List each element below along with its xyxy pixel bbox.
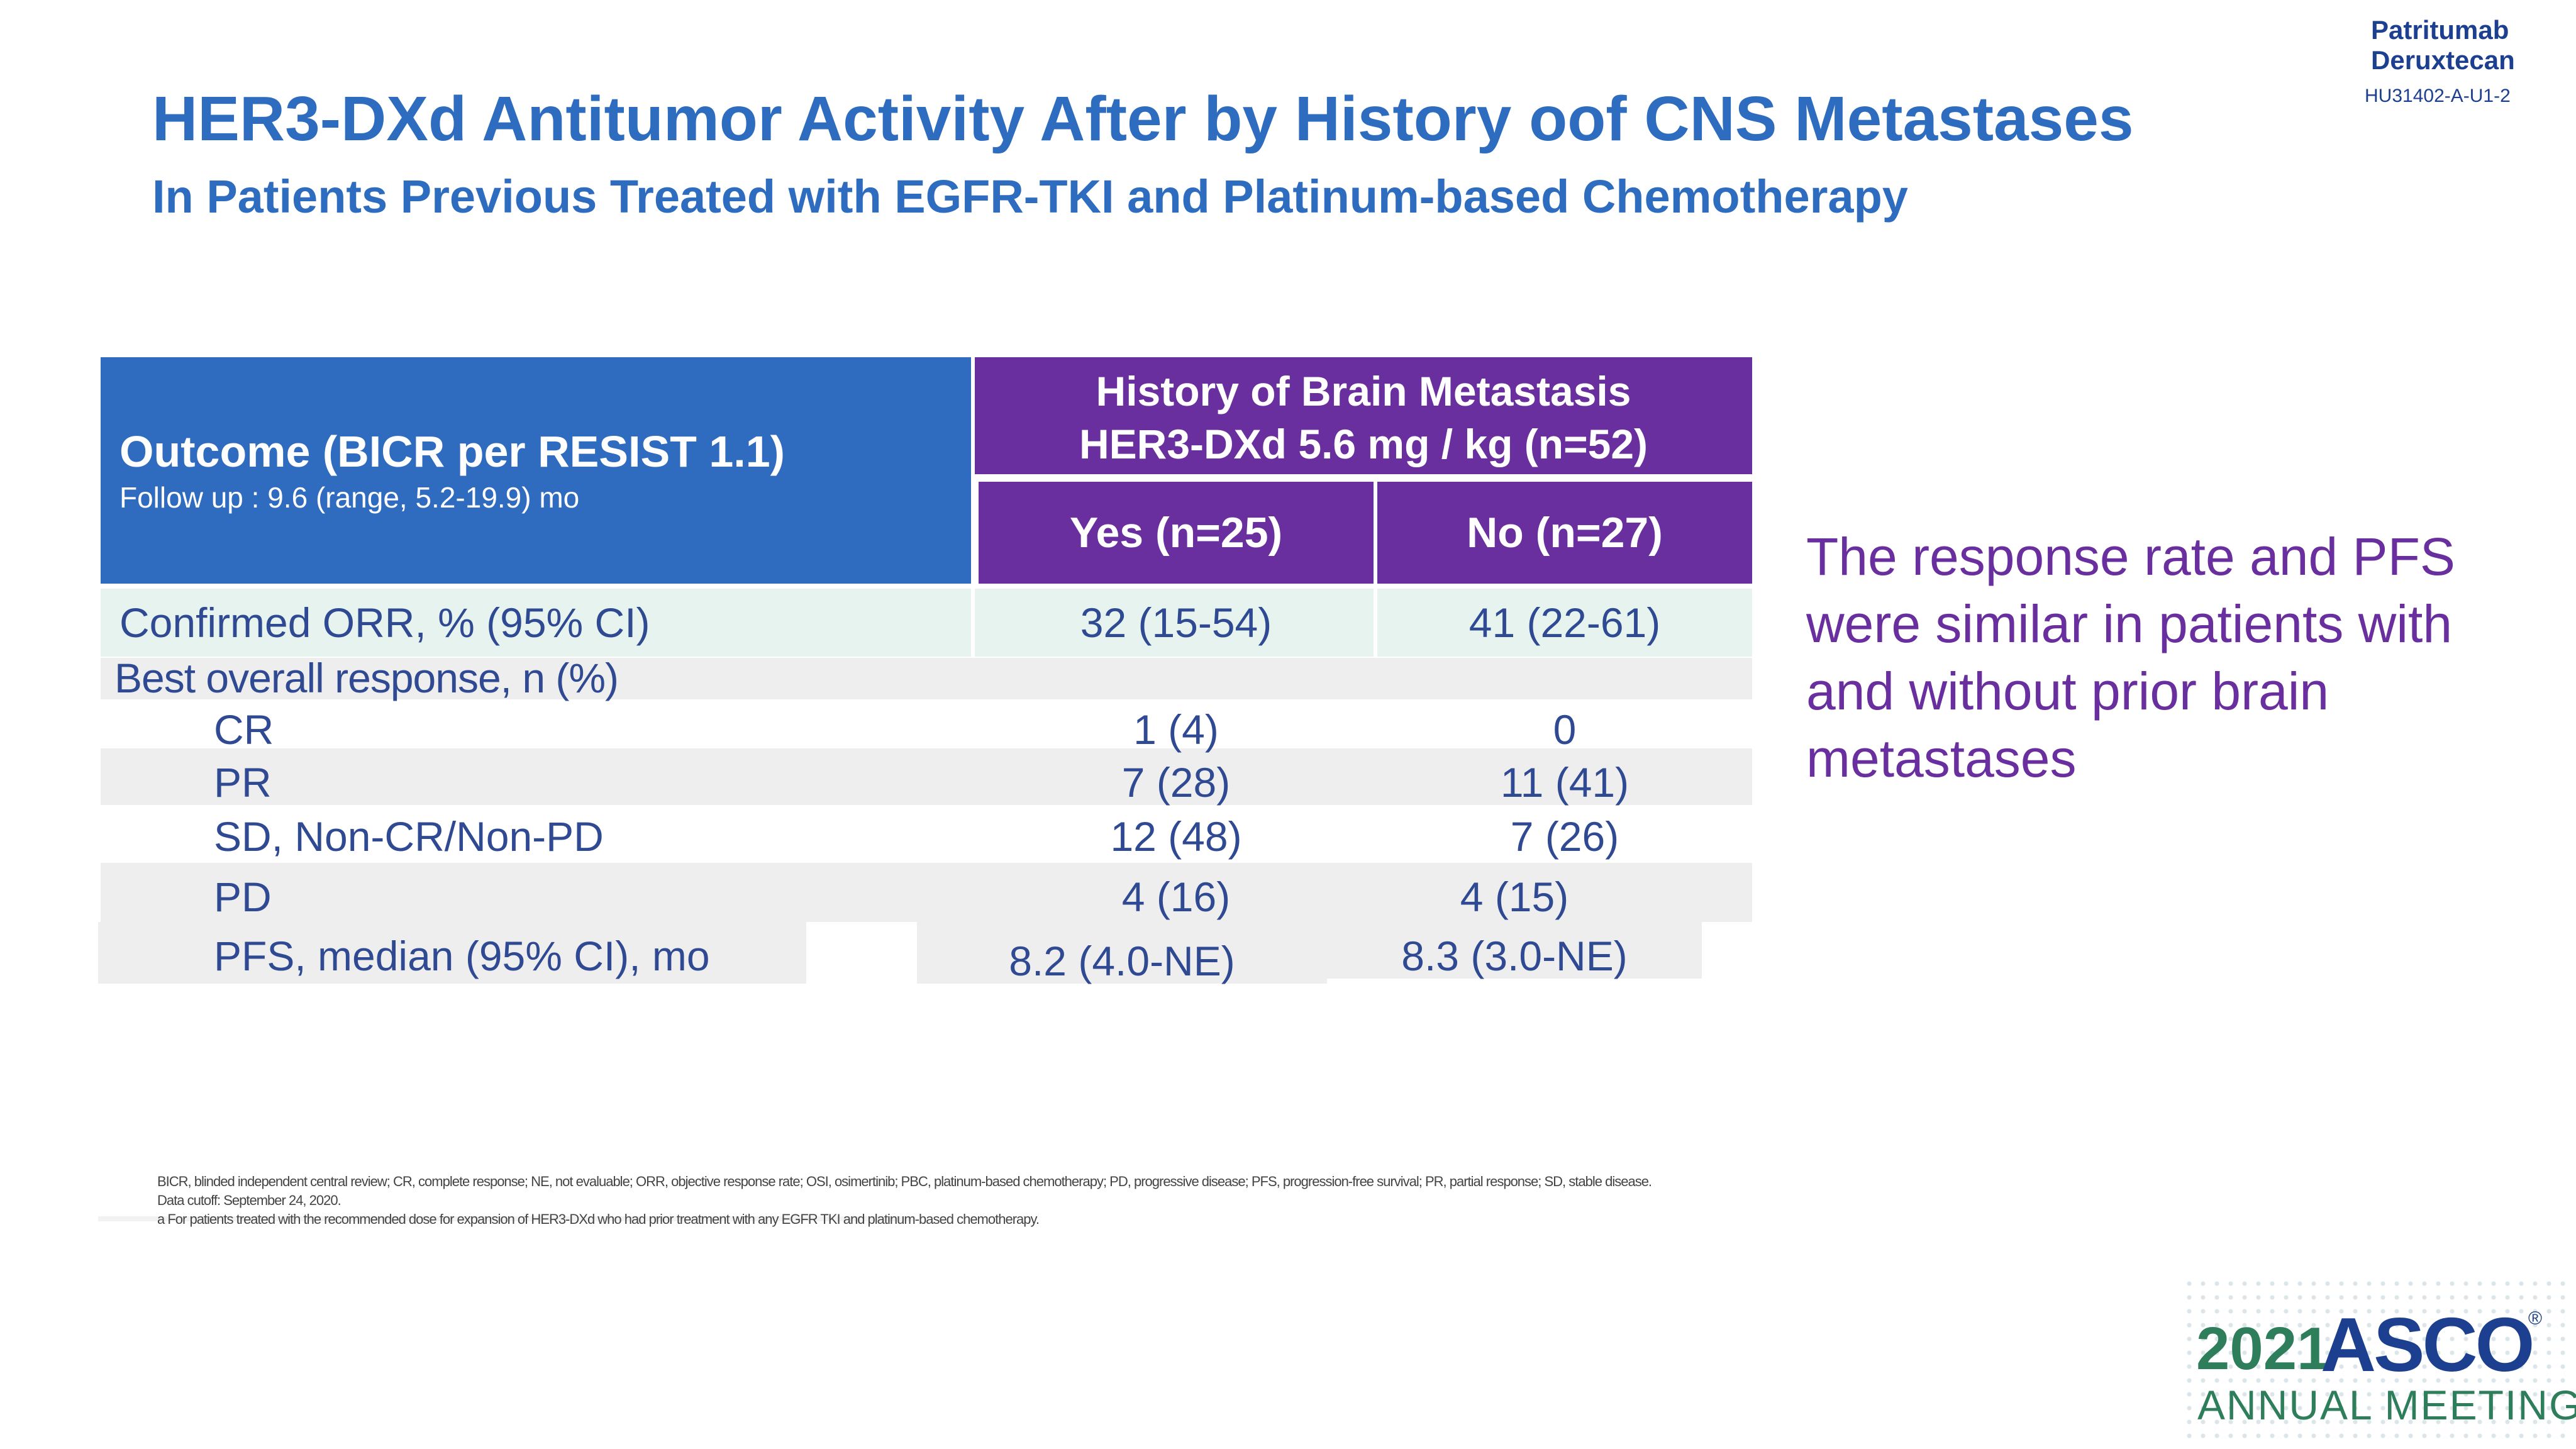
slide-subtitle: In Patients Previous Treated with EGFR-T… (152, 170, 1908, 223)
table-cell-no: 4 (15) (1460, 874, 1569, 920)
asco-logo-year: 2021 (2196, 1315, 2331, 1382)
side-note: The response rate and PFS were similar i… (1806, 527, 2455, 788)
table-row-label: Best overall response, n (%) (114, 655, 619, 701)
footnote-abbreviations: BICR, blinded independent central review… (157, 1174, 1652, 1189)
asco-logo-meeting: ANNUAL MEETING (2197, 1382, 2576, 1428)
outcome-header-cell: Outcome (BICR per RESIST 1.1) Follow up … (101, 357, 971, 584)
footnote-cutoff: Data cutoff: September 24, 2020. (157, 1192, 341, 1208)
asco-dot-pattern (2182, 1277, 2572, 1446)
footnote-divider (98, 1216, 916, 1221)
group-header-line2: HER3-DXd 5.6 mg / kg (n=52) (1079, 421, 1648, 467)
asco-registered-mark: ® (2528, 1308, 2543, 1329)
row-separator (971, 589, 975, 657)
outcome-header-title: Outcome (BICR per RESIST 1.1) (119, 427, 785, 476)
table-cell-no: 11 (41) (1500, 759, 1629, 806)
footnotes: BICR, blinded independent central review… (157, 1172, 1792, 1229)
table-cell-yes: 32 (15-54) (1080, 599, 1272, 646)
asco-logo-name: ASCO (2321, 1302, 2534, 1387)
table-row-label: PFS, median (95% CI), mo (214, 933, 710, 979)
row-band-bor (101, 658, 1752, 699)
row-separator (1374, 589, 1377, 657)
slide-title: HER3-DXd Antitumor Activity After by His… (152, 84, 2134, 154)
row-band-orr (101, 589, 1752, 657)
table-row-label: PD (214, 874, 272, 920)
table-cell-yes: 7 (28) (1121, 759, 1231, 806)
table-cell-no: 0 (1553, 706, 1577, 753)
group-header-cell: History of Brain Metastasis HER3-DXd 5.6… (975, 357, 1752, 474)
table-row-label: CR (214, 706, 274, 753)
table-row-label: Confirmed ORR, % (95% CI) (119, 599, 650, 646)
brand-name: Patritumab Deruxtecan (2371, 15, 2515, 75)
brand-code: HU31402-A-U1-2 (2365, 86, 2511, 106)
table-cell-no: 7 (26) (1510, 813, 1619, 860)
table-cell-no: 41 (22-61) (1468, 599, 1661, 646)
table-cell-yes: 4 (16) (1121, 874, 1231, 920)
row-band-pr (101, 748, 1752, 805)
table-cell-yes: 8.2 (4.0-NE) (1009, 938, 1235, 984)
column-header-yes: Yes (n=25) (979, 482, 1374, 584)
table-cell-yes: 1 (4) (1133, 706, 1219, 753)
outcome-followup: Follow up : 9.6 (range, 5.2-19.9) mo (119, 481, 580, 514)
table-row-label: SD, Non-CR/Non-PD (214, 813, 604, 860)
row-band-pfs (1327, 922, 1702, 979)
column-header-no: No (n=27) (1377, 482, 1752, 584)
row-band-pfs (98, 922, 806, 984)
row-band-pd (101, 863, 1752, 922)
table-cell-no: 8.3 (3.0-NE) (1401, 933, 1628, 979)
table-cell-yes: 12 (48) (1110, 813, 1242, 860)
row-band-pfs (917, 922, 1327, 984)
group-header-line1: History of Brain Metastasis (1096, 368, 1631, 414)
table-row-label: PR (214, 759, 272, 806)
footnote-a: a For patients treated with the recommen… (157, 1211, 1040, 1227)
